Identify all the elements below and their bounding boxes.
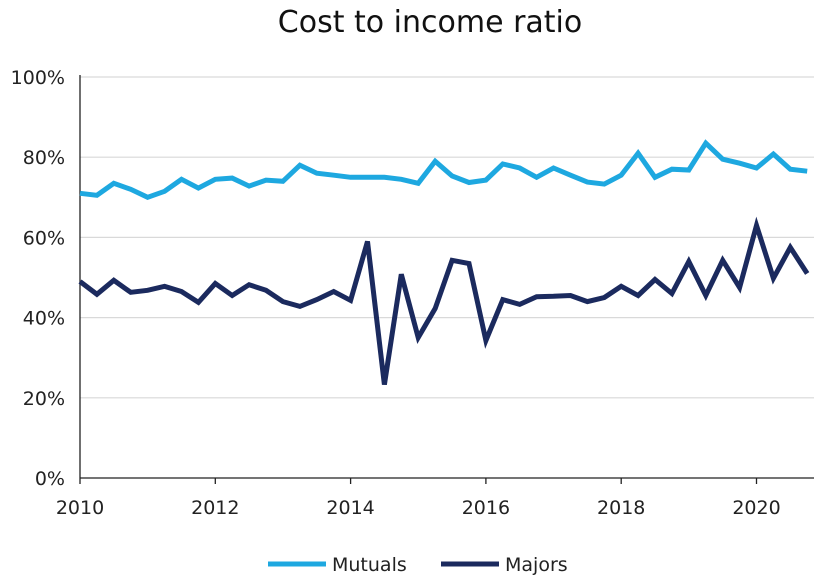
grid — [80, 76, 814, 399]
legend-label-mutuals: Mutuals — [332, 554, 407, 576]
y-tick-label: 60% — [23, 227, 65, 249]
x-tick-label: 2018 — [597, 497, 645, 519]
y-tick-label: 80% — [23, 147, 65, 169]
series-line-mutuals — [79, 139, 808, 201]
y-tick-label: 40% — [23, 308, 65, 330]
x-tick-label: 2012 — [191, 497, 239, 519]
plot-area — [78, 139, 810, 385]
series-line-majors — [78, 216, 810, 385]
legend: Mutuals Majors — [268, 554, 568, 576]
x-axis: 2010 2012 2014 2016 2018 2020 — [56, 477, 814, 519]
legend-label-majors: Majors — [505, 554, 568, 576]
x-tick-label: 2020 — [732, 497, 780, 519]
chart-title: Cost to income ratio — [278, 5, 582, 40]
y-axis: 0% 20% 40% 60% 80% 100% — [11, 67, 81, 490]
y-tick-label: 0% — [35, 468, 65, 490]
y-tick-label: 100% — [11, 67, 65, 89]
x-tick-label: 2016 — [462, 497, 510, 519]
y-tick-label: 20% — [23, 388, 65, 410]
x-tick-label: 2014 — [326, 497, 374, 519]
x-tick-label: 2010 — [56, 497, 104, 519]
